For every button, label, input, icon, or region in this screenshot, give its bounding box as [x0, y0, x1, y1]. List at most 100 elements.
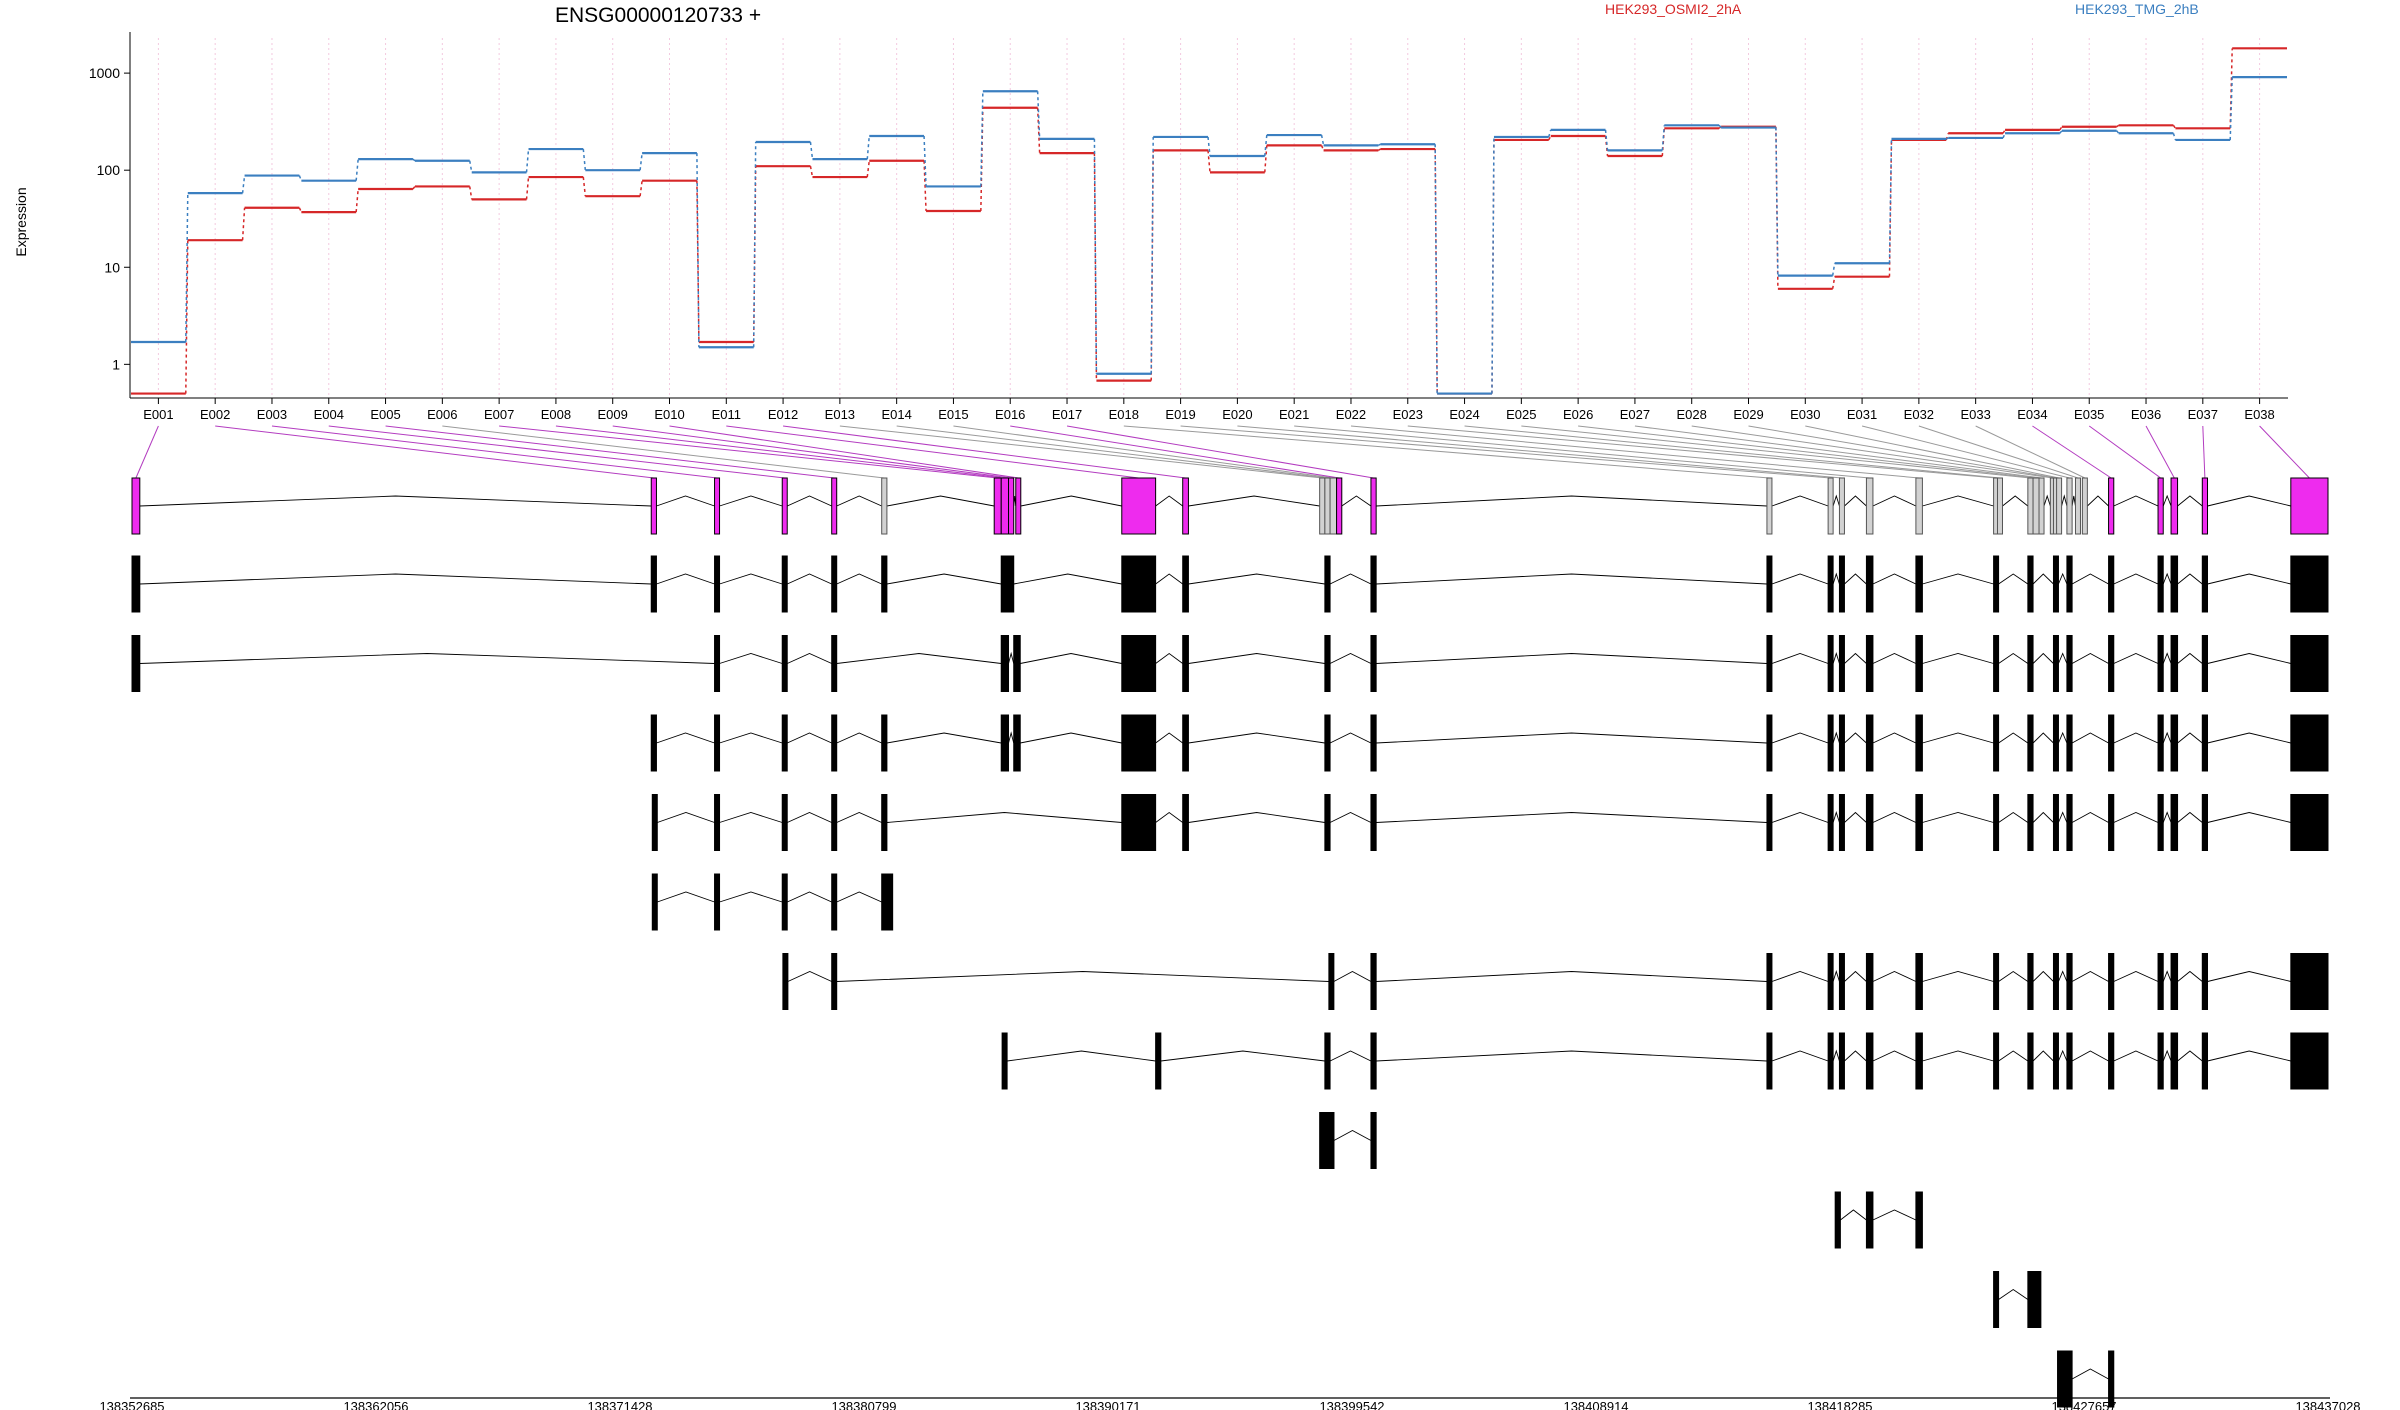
- intron-line: [2071, 573, 2109, 585]
- intron-line: [1329, 1050, 1372, 1062]
- transcript-9: [1834, 1191, 1923, 1249]
- x-tick-label: E008: [541, 407, 571, 422]
- intron-line: [836, 812, 882, 823]
- transcript-exon: [1915, 1191, 1923, 1249]
- intron-line: [1155, 811, 1183, 823]
- intron-line: [139, 573, 652, 585]
- x-tick-label: E003: [257, 407, 287, 422]
- x-tick-label: E015: [938, 407, 968, 422]
- exon-connector: [2145, 425, 2175, 479]
- transcript-exon: [2108, 953, 2115, 1010]
- intron-line: [1013, 573, 1122, 585]
- transcript-exon: [2157, 1032, 2164, 1090]
- intron-line: [1771, 971, 1829, 982]
- transcript-exon: [1370, 714, 1377, 772]
- intron-line: [2071, 811, 2109, 823]
- series-step: [2229, 48, 2233, 129]
- series-step: [980, 91, 984, 187]
- transcript-exon: [2201, 794, 2209, 851]
- exon-connector: [2088, 425, 2161, 479]
- chart-title-group: ENSG00000120733 +: [555, 4, 761, 27]
- transcript-exon: [2290, 555, 2329, 613]
- gene-exon-e025: [2027, 477, 2034, 535]
- exon-connector: [1861, 425, 2070, 479]
- intron-line: [1020, 653, 1122, 664]
- series-step: [1604, 135, 1609, 157]
- intron-line: [1872, 1050, 1917, 1062]
- x-tick-label: E004: [314, 407, 344, 422]
- x-tick-label: E010: [654, 407, 684, 422]
- intron-line: [1922, 573, 1994, 585]
- series-step: [298, 207, 303, 213]
- intron-line: [1771, 1050, 1829, 1062]
- intron-line: [1844, 1050, 1867, 1062]
- intron-line: [1844, 652, 1867, 664]
- transcript-exon: [651, 794, 658, 851]
- intron-line: [1008, 651, 1015, 664]
- transcript-exon: [2201, 555, 2209, 613]
- transcript-exon: [1865, 635, 1874, 692]
- transcript-exon: [781, 873, 788, 931]
- transcript-exon: [2157, 714, 2164, 772]
- exon-connector: [896, 425, 1328, 479]
- intron-line: [1844, 970, 1867, 982]
- transcript-exon: [881, 873, 894, 931]
- intron-line: [1844, 573, 1867, 585]
- series-step: [2172, 124, 2177, 129]
- exon-connector: [135, 425, 159, 479]
- x-tick-label: E032: [1904, 407, 1934, 422]
- transcript-exon: [1865, 953, 1874, 1010]
- intron-line: [2058, 652, 2068, 664]
- intron-line: [1872, 812, 1917, 823]
- intron-line: [2177, 495, 2203, 507]
- transcript-exon: [2052, 714, 2059, 772]
- intron-line: [656, 573, 715, 585]
- exon-connector: [1350, 425, 1920, 479]
- transcript-exon: [1993, 794, 2000, 851]
- intron-line: [1998, 732, 2029, 744]
- x-tick-label: E031: [1847, 407, 1877, 422]
- exon-connector: [2202, 425, 2206, 479]
- gene-exon-e014: [1324, 477, 1331, 535]
- series-step: [980, 107, 984, 211]
- intron-line: [719, 732, 783, 744]
- intron-line: [2032, 1050, 2054, 1062]
- transcript-exon: [1324, 555, 1331, 613]
- transcript-exon: [2108, 714, 2115, 772]
- transcript-exon: [1319, 1112, 1335, 1169]
- intron-line: [836, 732, 882, 744]
- transcript-exon: [1013, 714, 1021, 772]
- intron-line: [2177, 573, 2203, 585]
- intron-line: [1832, 731, 1840, 744]
- intron-line: [1376, 653, 1767, 664]
- intron-line: [2058, 731, 2068, 744]
- transcript-exon: [881, 555, 888, 613]
- series-step: [2002, 129, 2006, 134]
- genome-tick-label: 138408914: [1563, 1399, 1628, 1410]
- intron-line: [1832, 572, 1840, 585]
- transcript-exon: [782, 953, 789, 1010]
- genome-tick-label: 138352685: [99, 1399, 164, 1410]
- intron-line: [1998, 652, 2029, 664]
- transcript-exon: [714, 714, 721, 772]
- series-step: [1491, 136, 1495, 394]
- intron-line: [2162, 652, 2172, 664]
- series-step: [468, 186, 473, 200]
- intron-line: [886, 495, 995, 507]
- intron-line: [1998, 1050, 2029, 1062]
- transcript-exon: [1182, 794, 1189, 851]
- series-step: [923, 135, 927, 187]
- transcript-exon: [131, 555, 141, 613]
- transcript-exon: [2027, 635, 2034, 692]
- transcript-exon: [2201, 714, 2209, 772]
- intron-line: [1998, 970, 2029, 982]
- transcript-exon: [2170, 794, 2179, 851]
- series-step: [639, 153, 643, 171]
- transcript-exon: [1838, 555, 1845, 613]
- series-1: [131, 47, 2287, 395]
- intron-line: [836, 573, 882, 585]
- series-step: [582, 149, 587, 171]
- transcript-exon: [1370, 1032, 1377, 1090]
- x-tick-label: E011: [712, 407, 741, 422]
- intron-line: [1844, 732, 1867, 744]
